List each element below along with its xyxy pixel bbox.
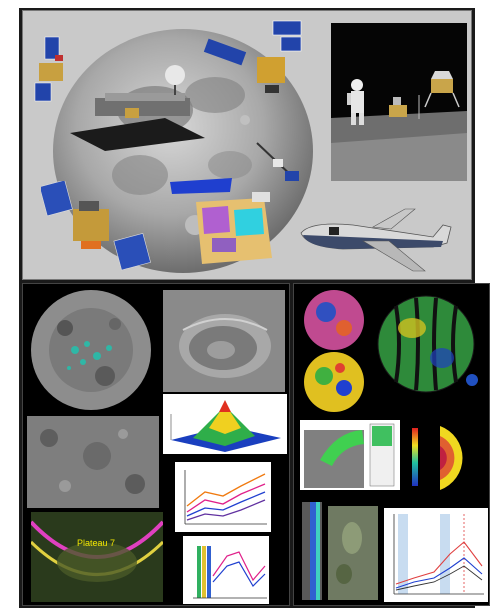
satellite-icon	[41, 181, 151, 271]
remote-sensing-panel	[293, 283, 490, 606]
crater-spectral-image	[300, 420, 400, 490]
global-mineral-maps	[300, 288, 368, 416]
lunar-science-panel: Plateau 7	[22, 283, 290, 606]
moon-missions-panel	[22, 10, 472, 280]
satellite-icon	[256, 142, 299, 181]
reflectance-spectra-plot	[384, 508, 488, 602]
satellite-icon	[34, 36, 63, 102]
astronaut-icon	[347, 79, 364, 125]
globe-coverage-map	[372, 288, 484, 398]
thermal-color-map	[406, 420, 484, 494]
lunar-strip-images	[298, 498, 382, 604]
apollo-photo	[331, 23, 467, 181]
satellite-icon	[203, 20, 302, 93]
lunar-lander-icon	[424, 71, 460, 108]
crater-oblique-image	[163, 290, 285, 392]
elevation-3d-plot	[163, 394, 287, 454]
satellite-icon	[170, 178, 272, 264]
lunar-surface-mosaic	[27, 416, 159, 508]
airplane-icon	[300, 208, 452, 272]
lunar-south-pole-map	[25, 288, 157, 412]
satellite-icon	[70, 65, 205, 151]
spectra-line-plot	[175, 462, 271, 532]
plateau-label: Plateau 7	[77, 538, 115, 548]
plateau-composite-image: Plateau 7	[31, 512, 163, 602]
band-depth-plot	[183, 536, 269, 604]
